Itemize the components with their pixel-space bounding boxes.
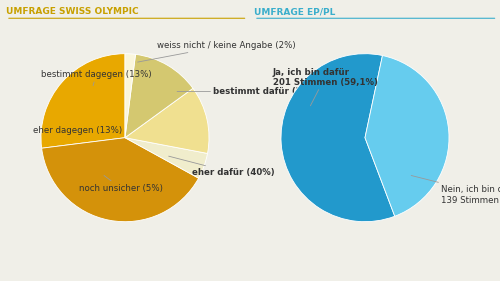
Text: UMFRAGE EP/PL: UMFRAGE EP/PL	[254, 7, 336, 16]
Text: Ja, ich bin dafür
201 Stimmen (59,1%): Ja, ich bin dafür 201 Stimmen (59,1%)	[272, 67, 378, 106]
Text: eher dafür (40%): eher dafür (40%)	[168, 156, 275, 178]
Wedge shape	[125, 88, 209, 153]
Text: bestimmt dagegen (13%): bestimmt dagegen (13%)	[41, 70, 152, 86]
Wedge shape	[125, 54, 193, 138]
Wedge shape	[125, 138, 208, 178]
Text: weiss nicht / keine Angabe (2%): weiss nicht / keine Angabe (2%)	[138, 41, 296, 62]
Wedge shape	[42, 138, 198, 222]
Text: UMFRAGE SWISS OLYMPIC: UMFRAGE SWISS OLYMPIC	[6, 7, 138, 16]
Text: bestimmt dafür (27%): bestimmt dafür (27%)	[177, 87, 320, 96]
Wedge shape	[41, 54, 125, 148]
Wedge shape	[125, 54, 136, 138]
Text: eher dagegen (13%): eher dagegen (13%)	[32, 126, 122, 135]
Text: Nein, ich bin dagegen
139 Stimmen (40,9%): Nein, ich bin dagegen 139 Stimmen (40,9%…	[411, 176, 500, 205]
Wedge shape	[281, 54, 395, 222]
Wedge shape	[365, 56, 449, 216]
Text: noch unsicher (5%): noch unsicher (5%)	[79, 176, 162, 192]
